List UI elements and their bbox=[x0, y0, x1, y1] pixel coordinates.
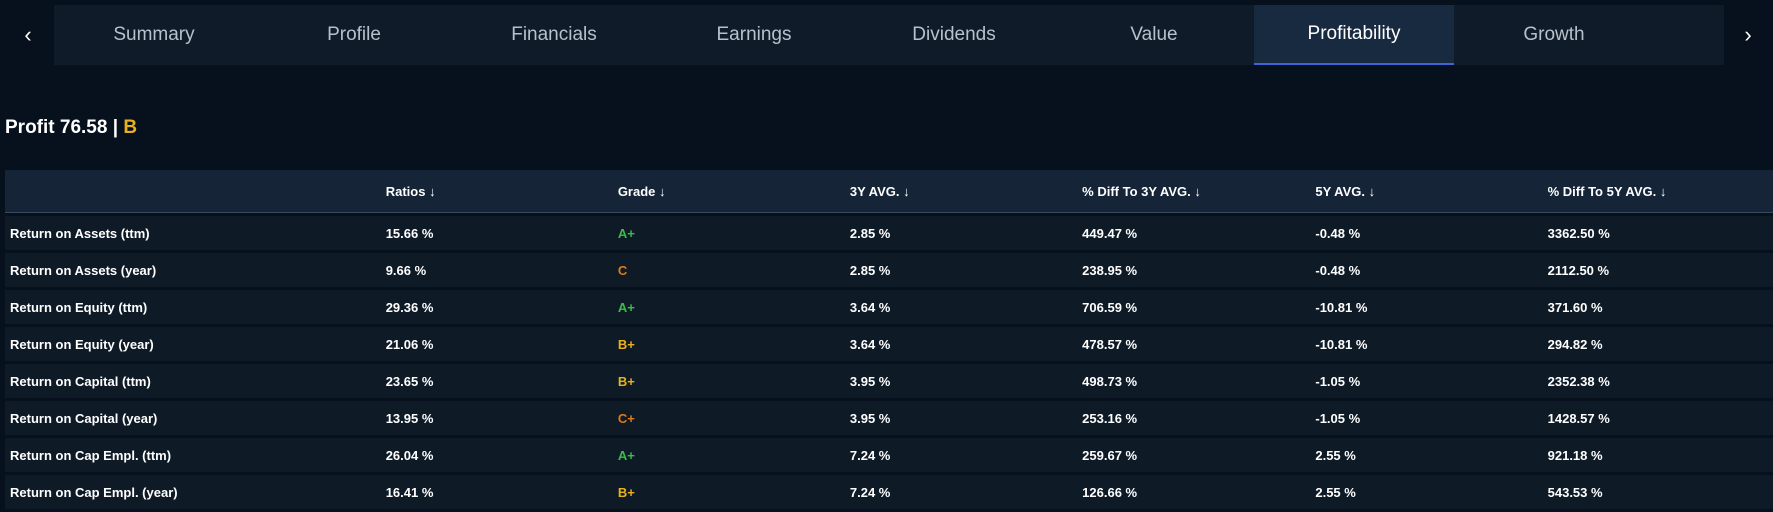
metric-name: Return on Equity (year) bbox=[10, 336, 154, 352]
metric-name: Return on Equity (ttm) bbox=[10, 299, 148, 315]
table-row: Return on Assets (ttm) 15.66 % A+ 2.85 %… bbox=[5, 216, 1773, 250]
column-header-ratios[interactable]: Ratios ↓ bbox=[384, 170, 617, 213]
tab-growth[interactable]: Growth bbox=[1523, 24, 1585, 45]
tab-bar: ‹ Summary Profile Financials Earnings Di… bbox=[0, 0, 1773, 66]
table-row: Return on Assets (year) 9.66 % C 2.85 % … bbox=[5, 253, 1773, 287]
ratio-value: 23.65 % bbox=[385, 373, 434, 389]
diff-5y-value: 371.60 % bbox=[1547, 299, 1603, 315]
avg-3y-value: 7.24 % bbox=[849, 447, 891, 463]
sort-arrow-icon: ↓ bbox=[659, 183, 666, 199]
ratio-value: 29.36 % bbox=[385, 299, 434, 315]
grade-value: C+ bbox=[617, 410, 635, 426]
diff-3y-value: 253.16 % bbox=[1082, 410, 1138, 426]
avg-5y-value: -1.05 % bbox=[1315, 410, 1361, 426]
tab-list: Summary Profile Financials Earnings Divi… bbox=[54, 5, 1724, 65]
diff-5y-value: 294.82 % bbox=[1547, 336, 1603, 352]
diff-5y-value: 2352.38 % bbox=[1547, 373, 1610, 389]
tab-profile[interactable]: Profile bbox=[327, 24, 381, 45]
tab-dividends[interactable]: Dividends bbox=[912, 24, 996, 45]
tab-earnings[interactable]: Earnings bbox=[716, 24, 792, 45]
tab-value[interactable]: Value bbox=[1130, 24, 1178, 45]
table-row: Return on Cap Empl. (year) 16.41 % B+ 7.… bbox=[5, 475, 1773, 509]
diff-5y-value: 921.18 % bbox=[1547, 447, 1603, 463]
grade-value: A+ bbox=[617, 225, 635, 241]
metric-name: Return on Assets (ttm) bbox=[10, 225, 150, 241]
ratio-value: 13.95 % bbox=[385, 410, 434, 426]
diff-3y-value: 126.66 % bbox=[1082, 484, 1138, 500]
avg-3y-value: 2.85 % bbox=[849, 225, 891, 241]
grade-value: C bbox=[617, 262, 628, 278]
avg-5y-value: -1.05 % bbox=[1315, 373, 1361, 389]
metric-name: Return on Capital (ttm) bbox=[10, 373, 151, 389]
diff-5y-value: 1428.57 % bbox=[1547, 410, 1610, 426]
avg-3y-value: 2.85 % bbox=[849, 262, 891, 278]
avg-5y-value: 2.55 % bbox=[1315, 484, 1356, 500]
metric-name: Return on Capital (year) bbox=[10, 410, 158, 426]
metric-name: Return on Assets (year) bbox=[10, 262, 157, 278]
avg-3y-value: 3.64 % bbox=[849, 336, 891, 352]
grade-value: A+ bbox=[617, 299, 635, 315]
ratio-value: 26.04 % bbox=[385, 447, 434, 463]
sort-arrow-icon: ↓ bbox=[1368, 183, 1376, 199]
ratio-value: 21.06 % bbox=[385, 336, 434, 352]
column-header-diff-3y[interactable]: % Diff To 3Y AVG. ↓ bbox=[1081, 170, 1315, 213]
avg-5y-value: -0.48 % bbox=[1315, 262, 1361, 278]
table-row: Return on Equity (ttm) 29.36 % A+ 3.64 %… bbox=[5, 290, 1773, 324]
avg-5y-value: -10.81 % bbox=[1315, 299, 1368, 315]
grade-value: B+ bbox=[617, 484, 635, 500]
avg-5y-value: -10.81 % bbox=[1315, 336, 1368, 352]
profit-grade: B bbox=[123, 117, 138, 138]
diff-5y-value: 2112.50 % bbox=[1547, 262, 1610, 278]
diff-3y-value: 449.47 % bbox=[1082, 225, 1138, 241]
diff-5y-value: 543.53 % bbox=[1547, 484, 1603, 500]
profitability-table: Ratios ↓ Grade ↓ 3Y AVG. ↓ % Diff To 3Y … bbox=[5, 167, 1773, 512]
diff-3y-value: 259.67 % bbox=[1082, 447, 1138, 463]
sort-arrow-icon: ↓ bbox=[1194, 183, 1201, 199]
table-row: Return on Cap Empl. (ttm) 26.04 % A+ 7.2… bbox=[5, 438, 1773, 472]
chevron-right-icon[interactable]: › bbox=[1744, 22, 1752, 47]
ratio-value: 15.66 % bbox=[385, 225, 434, 241]
ratio-value: 16.41 % bbox=[385, 484, 434, 500]
page-title: Profit 76.58 | B bbox=[5, 117, 137, 139]
table-header-row: Ratios ↓ Grade ↓ 3Y AVG. ↓ % Diff To 3Y … bbox=[5, 170, 1773, 213]
avg-3y-value: 3.95 % bbox=[849, 373, 891, 389]
grade-value: A+ bbox=[617, 447, 635, 463]
sort-arrow-icon: ↓ bbox=[903, 183, 910, 199]
avg-3y-value: 3.64 % bbox=[849, 299, 891, 315]
diff-5y-value: 3362.50 % bbox=[1547, 225, 1610, 241]
column-header-5y-avg[interactable]: 5Y AVG. ↓ bbox=[1314, 170, 1547, 213]
tab-profitability[interactable]: Profitability bbox=[1254, 5, 1454, 65]
column-header-3y-avg[interactable]: 3Y AVG. ↓ bbox=[848, 170, 1082, 213]
column-header-diff-5y[interactable]: % Diff To 5Y AVG. ↓ bbox=[1546, 170, 1773, 213]
avg-3y-value: 7.24 % bbox=[849, 484, 891, 500]
tab-summary[interactable]: Summary bbox=[113, 24, 195, 45]
column-header-grade[interactable]: Grade ↓ bbox=[616, 170, 849, 213]
diff-3y-value: 478.57 % bbox=[1082, 336, 1138, 352]
column-header-name bbox=[5, 170, 385, 213]
chevron-left-icon[interactable]: ‹ bbox=[24, 22, 32, 47]
avg-5y-value: 2.55 % bbox=[1315, 447, 1356, 463]
diff-3y-value: 706.59 % bbox=[1082, 299, 1138, 315]
avg-3y-value: 3.95 % bbox=[849, 410, 891, 426]
diff-3y-value: 238.95 % bbox=[1082, 262, 1138, 278]
table-row: Return on Capital (ttm) 23.65 % B+ 3.95 … bbox=[5, 364, 1773, 398]
ratio-value: 9.66 % bbox=[385, 262, 427, 278]
table-row: Return on Capital (year) 13.95 % C+ 3.95… bbox=[5, 401, 1773, 435]
diff-3y-value: 498.73 % bbox=[1082, 373, 1138, 389]
profit-score: Profit 76.58 | bbox=[5, 117, 124, 138]
grade-value: B+ bbox=[617, 336, 635, 352]
sort-arrow-icon: ↓ bbox=[429, 183, 436, 199]
grade-value: B+ bbox=[617, 373, 635, 389]
table-row: Return on Equity (year) 21.06 % B+ 3.64 … bbox=[5, 327, 1773, 361]
metric-name: Return on Cap Empl. (ttm) bbox=[10, 447, 172, 463]
tab-financials[interactable]: Financials bbox=[511, 24, 597, 45]
sort-arrow-icon: ↓ bbox=[1659, 183, 1667, 199]
metric-name: Return on Cap Empl. (year) bbox=[10, 484, 178, 500]
avg-5y-value: -0.48 % bbox=[1315, 225, 1361, 241]
